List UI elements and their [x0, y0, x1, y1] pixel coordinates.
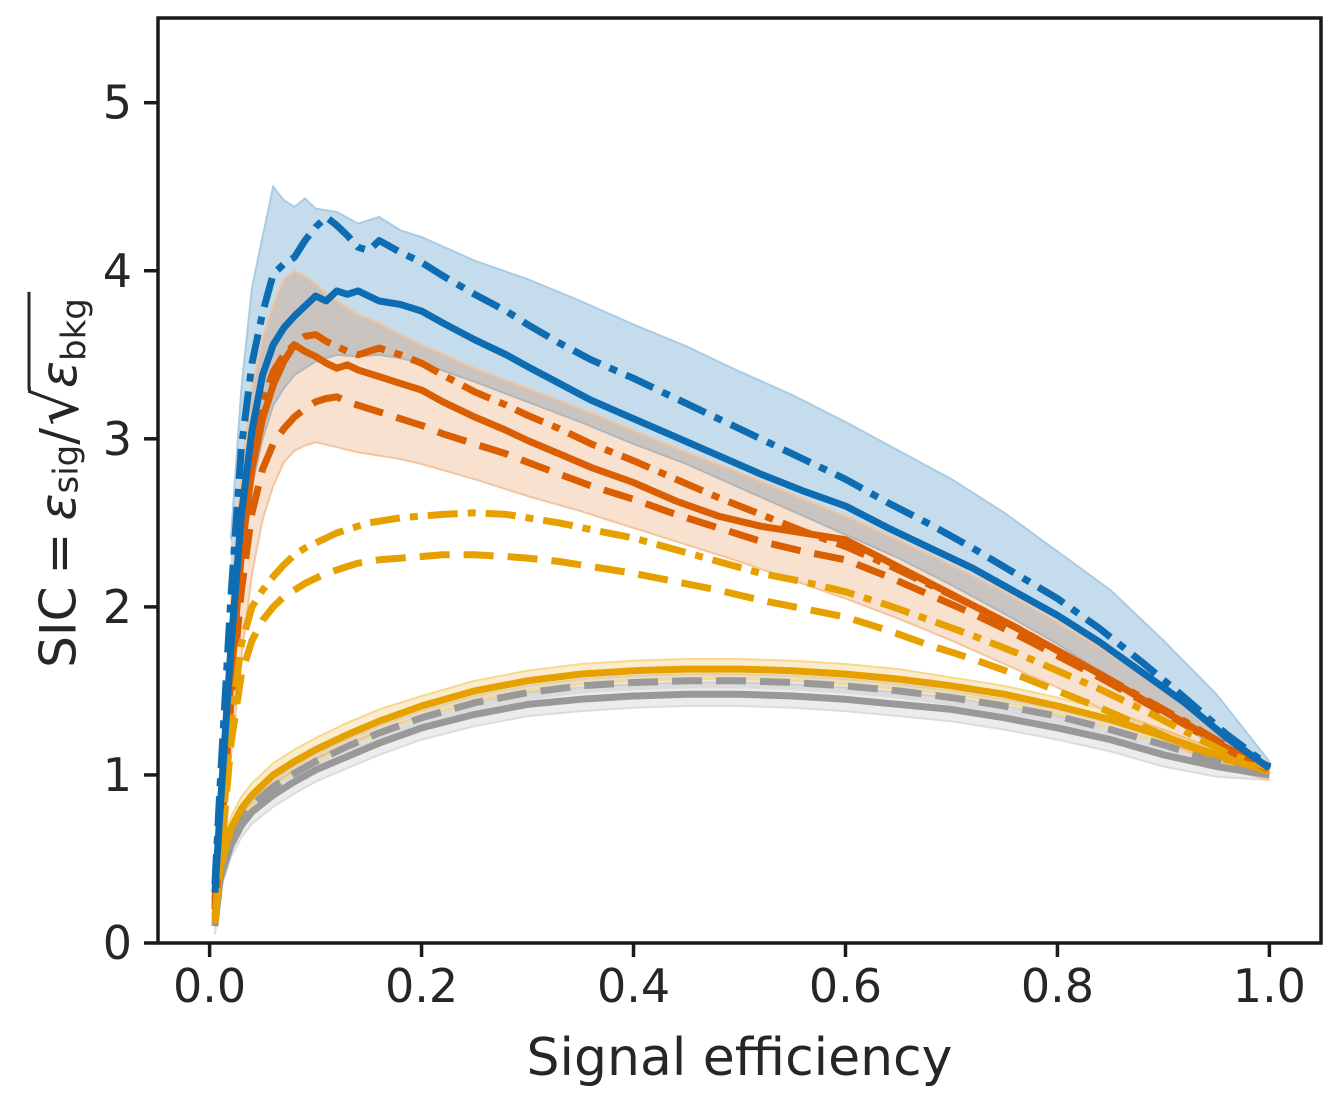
curve-orange-dashdot — [211, 331, 1271, 902]
curve-gray-solid — [211, 690, 1270, 927]
sqrt-radical-glyph: √ — [21, 387, 93, 426]
curve-gold-dashdot — [211, 509, 1271, 919]
ylabel-sig-sub: sig — [46, 444, 87, 494]
orange-band-upper-edge — [229, 269, 1270, 766]
axes-spines — [156, 16, 1323, 945]
x-tick-label: 1.0 — [1233, 959, 1306, 1013]
y-tick-label: 3 — [103, 412, 132, 466]
y-tick-label: 2 — [103, 580, 132, 634]
curve-gold-dashed — [211, 551, 1271, 924]
x-tick-label: 0.4 — [597, 959, 670, 1013]
ylabel-sic: SIC — [29, 586, 87, 668]
x-tick-label: 0.6 — [809, 959, 882, 1013]
orange-band-lower-edge — [229, 441, 1270, 781]
y-tick-label: 4 — [103, 244, 132, 298]
gold-solid-band-upper-edge — [213, 658, 1270, 910]
x-axis-label: Signal efficiency — [526, 1028, 953, 1088]
x-tick-label: 0.2 — [385, 959, 458, 1013]
ylabel-bkg-sub: bkg — [54, 298, 94, 361]
blue-band — [230, 186, 1270, 775]
ylabel-equals: = — [29, 532, 87, 575]
x-tick-label: 0.0 — [173, 959, 246, 1013]
curve-orange-dashed — [211, 393, 1271, 910]
curve-gold-solid — [211, 665, 1271, 919]
curve-gray-dashed — [211, 677, 1271, 924]
blue-band-upper-edge — [229, 184, 1271, 763]
gray-solid-band-lower-edge — [213, 705, 1270, 935]
curve-orange-solid — [211, 341, 1271, 907]
ylabel-slash: / — [29, 427, 87, 445]
y-tick-label: 5 — [103, 76, 132, 130]
blue-band-lower-edge — [229, 353, 1270, 776]
ylabel-eps-sig: ε — [29, 493, 87, 521]
x-tick-label: 0.8 — [1021, 959, 1094, 1013]
curve-blue-solid — [211, 287, 1272, 893]
y-tick-label: 0 — [103, 916, 132, 970]
y-axis-label: SIC = ε sig / √ εbkg — [21, 292, 94, 668]
curve-blue-dashdot — [211, 213, 1272, 885]
ylabel-eps-bkg: ε — [30, 361, 89, 389]
y-tick-label: 1 — [103, 748, 132, 802]
sqrt-overbar: εbkg — [27, 292, 94, 391]
